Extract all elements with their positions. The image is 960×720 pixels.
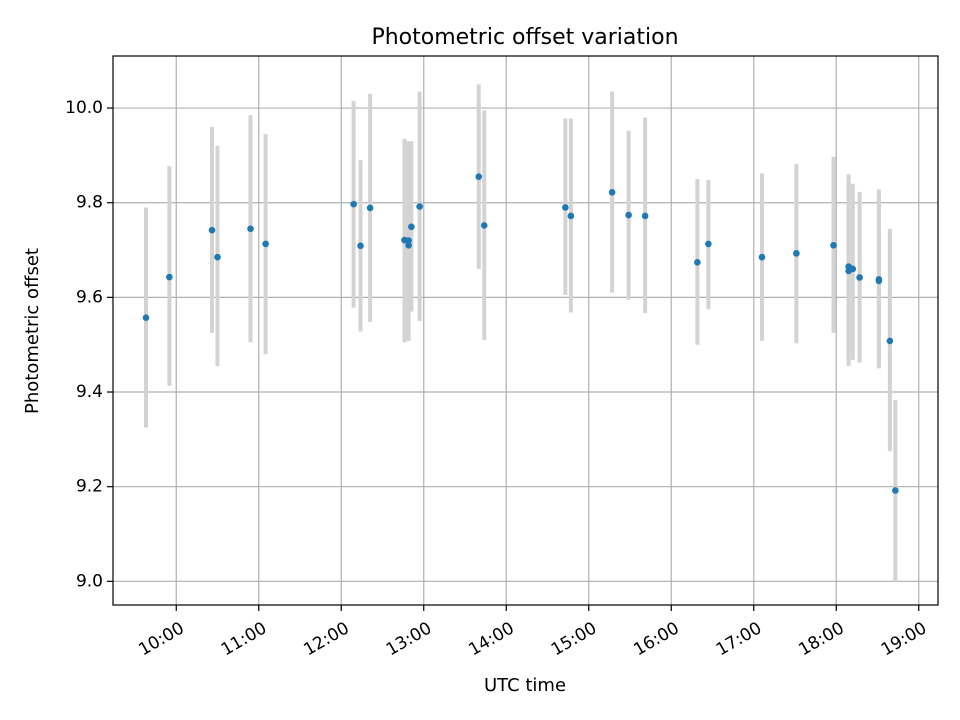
data-point [405,237,412,244]
y-tick-label: 9.8 [76,193,103,213]
data-point [350,200,357,208]
data-point [142,314,150,322]
data-point [886,337,894,345]
data-points [142,173,899,494]
data-point [475,173,483,180]
x-axis-label: UTC time [484,675,566,696]
data-point [408,223,415,231]
data-point [875,277,883,285]
chart-title: Photometric offset variation [371,25,678,50]
data-point [892,487,899,494]
data-point [625,211,632,219]
data-point [262,240,269,248]
data-point [793,250,800,257]
data-point [849,265,857,273]
data-point [608,189,616,196]
data-point [405,242,412,249]
data-point [366,204,374,212]
data-point [562,204,569,211]
data-point [166,273,173,281]
y-tick-label: 10.0 [65,98,103,118]
data-point [641,212,649,220]
y-tick-label: 9.0 [76,571,103,591]
data-point [758,253,766,261]
y-axis-ticks: 9.0 9.2 9.4 9.6 9.8 10.0 [65,98,113,591]
data-point [208,226,216,234]
data-point [247,225,254,233]
y-axis-label: Photometric offset [22,248,43,414]
grid-lines [113,56,938,605]
data-point [856,274,863,281]
data-point [357,242,364,250]
data-point [416,203,423,210]
data-point [830,242,837,249]
data-point [214,253,221,261]
data-point [694,259,701,266]
data-point [480,222,488,229]
y-tick-label: 9.4 [76,382,103,402]
y-tick-label: 9.6 [76,287,103,307]
data-point [705,240,712,248]
y-tick-label: 9.2 [76,477,103,497]
plot-area-frame [112,55,939,606]
data-point [567,212,575,220]
